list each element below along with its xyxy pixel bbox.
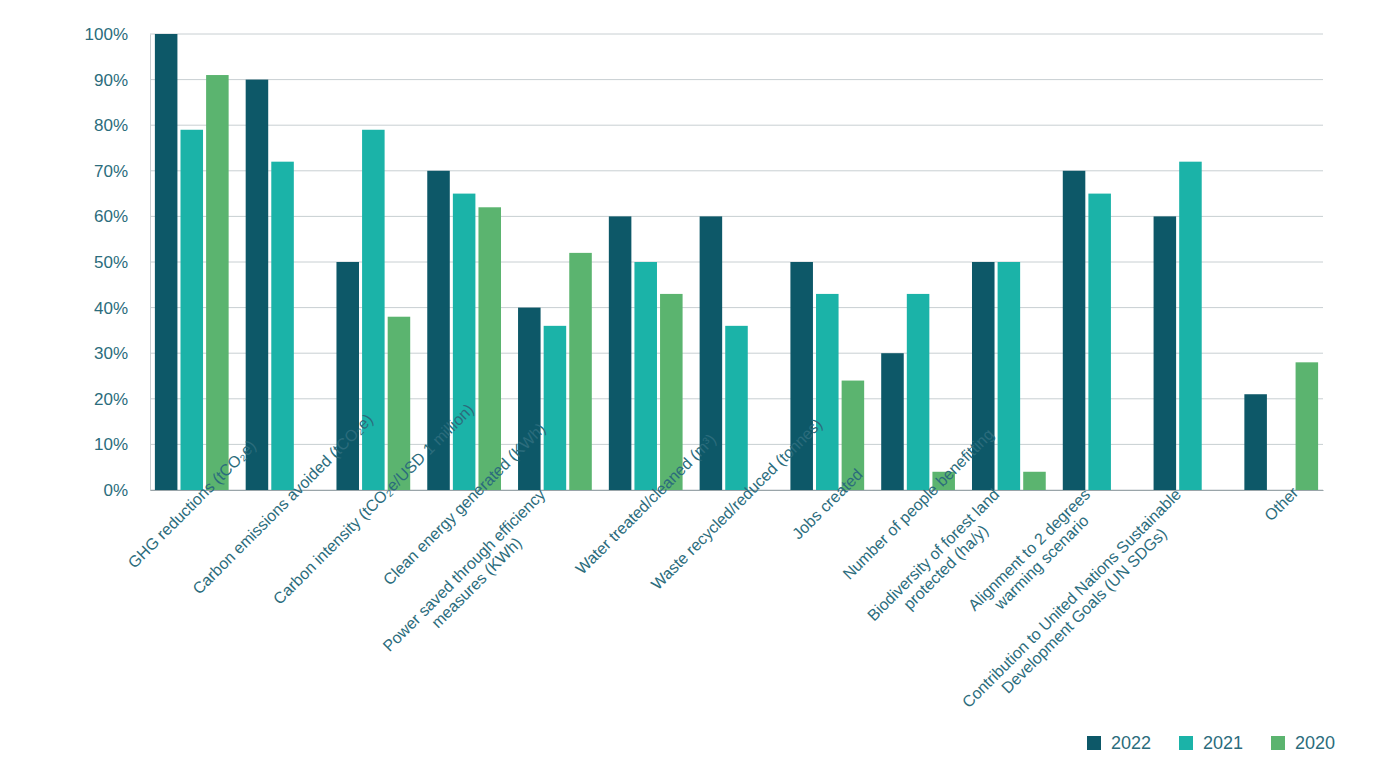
bar	[206, 75, 229, 490]
x-tick: Contribution to United Nations Sustainab…	[959, 486, 1197, 724]
grid-line	[150, 262, 1323, 263]
y-tick: 50%	[94, 253, 150, 272]
legend-label: 2020	[1295, 733, 1335, 753]
bar	[725, 326, 748, 490]
y-tick-label: 30%	[94, 344, 128, 363]
legend-item: 2021	[1179, 733, 1243, 753]
bar	[246, 80, 269, 490]
y-tick: 20%	[94, 390, 150, 409]
y-tick: 0%	[103, 481, 150, 500]
x-tick-label: Waste recycled/reduced (tonnes)	[648, 415, 826, 593]
x-tick: Other	[1261, 483, 1302, 524]
bar	[816, 294, 839, 490]
bar	[1296, 362, 1319, 490]
series-bars	[155, 34, 1267, 490]
y-tick-label: 20%	[94, 390, 128, 409]
y-tick-label: 80%	[94, 116, 128, 135]
bar	[1154, 216, 1177, 490]
legend-item: 2022	[1087, 733, 1151, 753]
x-tick: Jobs created	[789, 466, 866, 543]
grid-line	[150, 307, 1323, 308]
bar	[881, 353, 904, 490]
y-tick-label: 40%	[94, 299, 128, 318]
bar	[478, 207, 501, 490]
x-tick-label-line: measures (KWh)	[428, 534, 525, 631]
x-tick: Carbon emissions avoided (tCO₂e)	[189, 411, 376, 598]
y-tick: 30%	[94, 344, 150, 363]
grid-line	[150, 170, 1323, 171]
y-tick-label: 0%	[103, 481, 128, 500]
legend-swatch	[1087, 736, 1101, 750]
bar	[271, 162, 294, 490]
grid-line	[150, 79, 1323, 80]
y-tick: 60%	[94, 207, 150, 226]
x-tick-label: Power saved through efficiencymeasures (…	[380, 486, 561, 667]
bar	[907, 294, 930, 490]
bar	[180, 130, 203, 490]
y-axis-line	[150, 35, 151, 491]
x-tick-label-line: Contribution to United Nations Sustainab…	[959, 486, 1184, 711]
grid-line	[150, 125, 1323, 126]
y-tick: 10%	[94, 435, 150, 454]
legend: 2022 2021 2020	[1087, 733, 1335, 753]
bar	[609, 216, 632, 490]
bar	[998, 262, 1021, 490]
series-bars	[180, 130, 1201, 490]
x-tick-label: Other	[1261, 483, 1302, 524]
y-tick-label: 90%	[94, 71, 128, 90]
x-tick-label: Jobs created	[789, 466, 866, 543]
bar	[1244, 394, 1267, 490]
grid	[150, 34, 1323, 490]
legend-label: 2022	[1111, 733, 1151, 753]
bar	[544, 326, 567, 490]
x-axis: GHG reductions (tCO₂e)Carbon emissions a…	[125, 401, 1324, 724]
bar	[634, 262, 657, 490]
x-tick-label: Biodiversity of forest landprotected (ha…	[864, 486, 1015, 637]
bar	[453, 194, 476, 490]
bar	[155, 34, 178, 490]
x-tick-label-line: Waste recycled/reduced (tonnes)	[648, 415, 826, 593]
x-tick-label-line: Development Goals (UN SDGs)	[998, 525, 1170, 697]
x-tick-label-line: Carbon emissions avoided (tCO₂e)	[189, 411, 376, 598]
x-tick: Power saved through efficiencymeasures (…	[380, 486, 561, 667]
y-tick: 100%	[85, 25, 150, 44]
x-tick-label: Contribution to United Nations Sustainab…	[959, 486, 1197, 724]
y-tick-label: 100%	[85, 25, 128, 44]
bar	[362, 130, 385, 490]
y-tick-label: 60%	[94, 207, 128, 226]
y-axis: 0% 10% 20% 30% 40% 50% 60% 70% 80% 90% 100%	[85, 25, 151, 500]
bar	[518, 308, 541, 490]
x-tick-label-line: Power saved through efficiency	[380, 486, 549, 655]
bar	[1088, 194, 1111, 490]
x-tick: Biodiversity of forest landprotected (ha…	[864, 486, 1015, 637]
bar	[1023, 472, 1046, 490]
grid-line	[150, 34, 1323, 35]
y-tick: 40%	[94, 299, 150, 318]
y-tick-label: 10%	[94, 435, 128, 454]
series-bars	[206, 75, 1318, 490]
bar	[569, 253, 592, 490]
y-tick-label: 70%	[94, 162, 128, 181]
legend-swatch	[1179, 736, 1193, 750]
y-tick: 90%	[94, 71, 150, 90]
legend-label: 2021	[1203, 733, 1243, 753]
bar	[1063, 171, 1086, 490]
x-tick-label-line: Other	[1261, 483, 1302, 524]
grid-line	[150, 216, 1323, 217]
y-tick-label: 50%	[94, 253, 128, 272]
bars	[155, 34, 1318, 490]
y-tick: 70%	[94, 162, 150, 181]
legend-item: 2020	[1271, 733, 1335, 753]
x-tick-label-line: Jobs created	[789, 466, 866, 543]
y-tick: 80%	[94, 116, 150, 135]
x-tick-label: Carbon emissions avoided (tCO₂e)	[189, 411, 376, 598]
x-tick: Waste recycled/reduced (tonnes)	[648, 415, 826, 593]
legend-swatch	[1271, 736, 1285, 750]
bar	[1179, 162, 1202, 490]
